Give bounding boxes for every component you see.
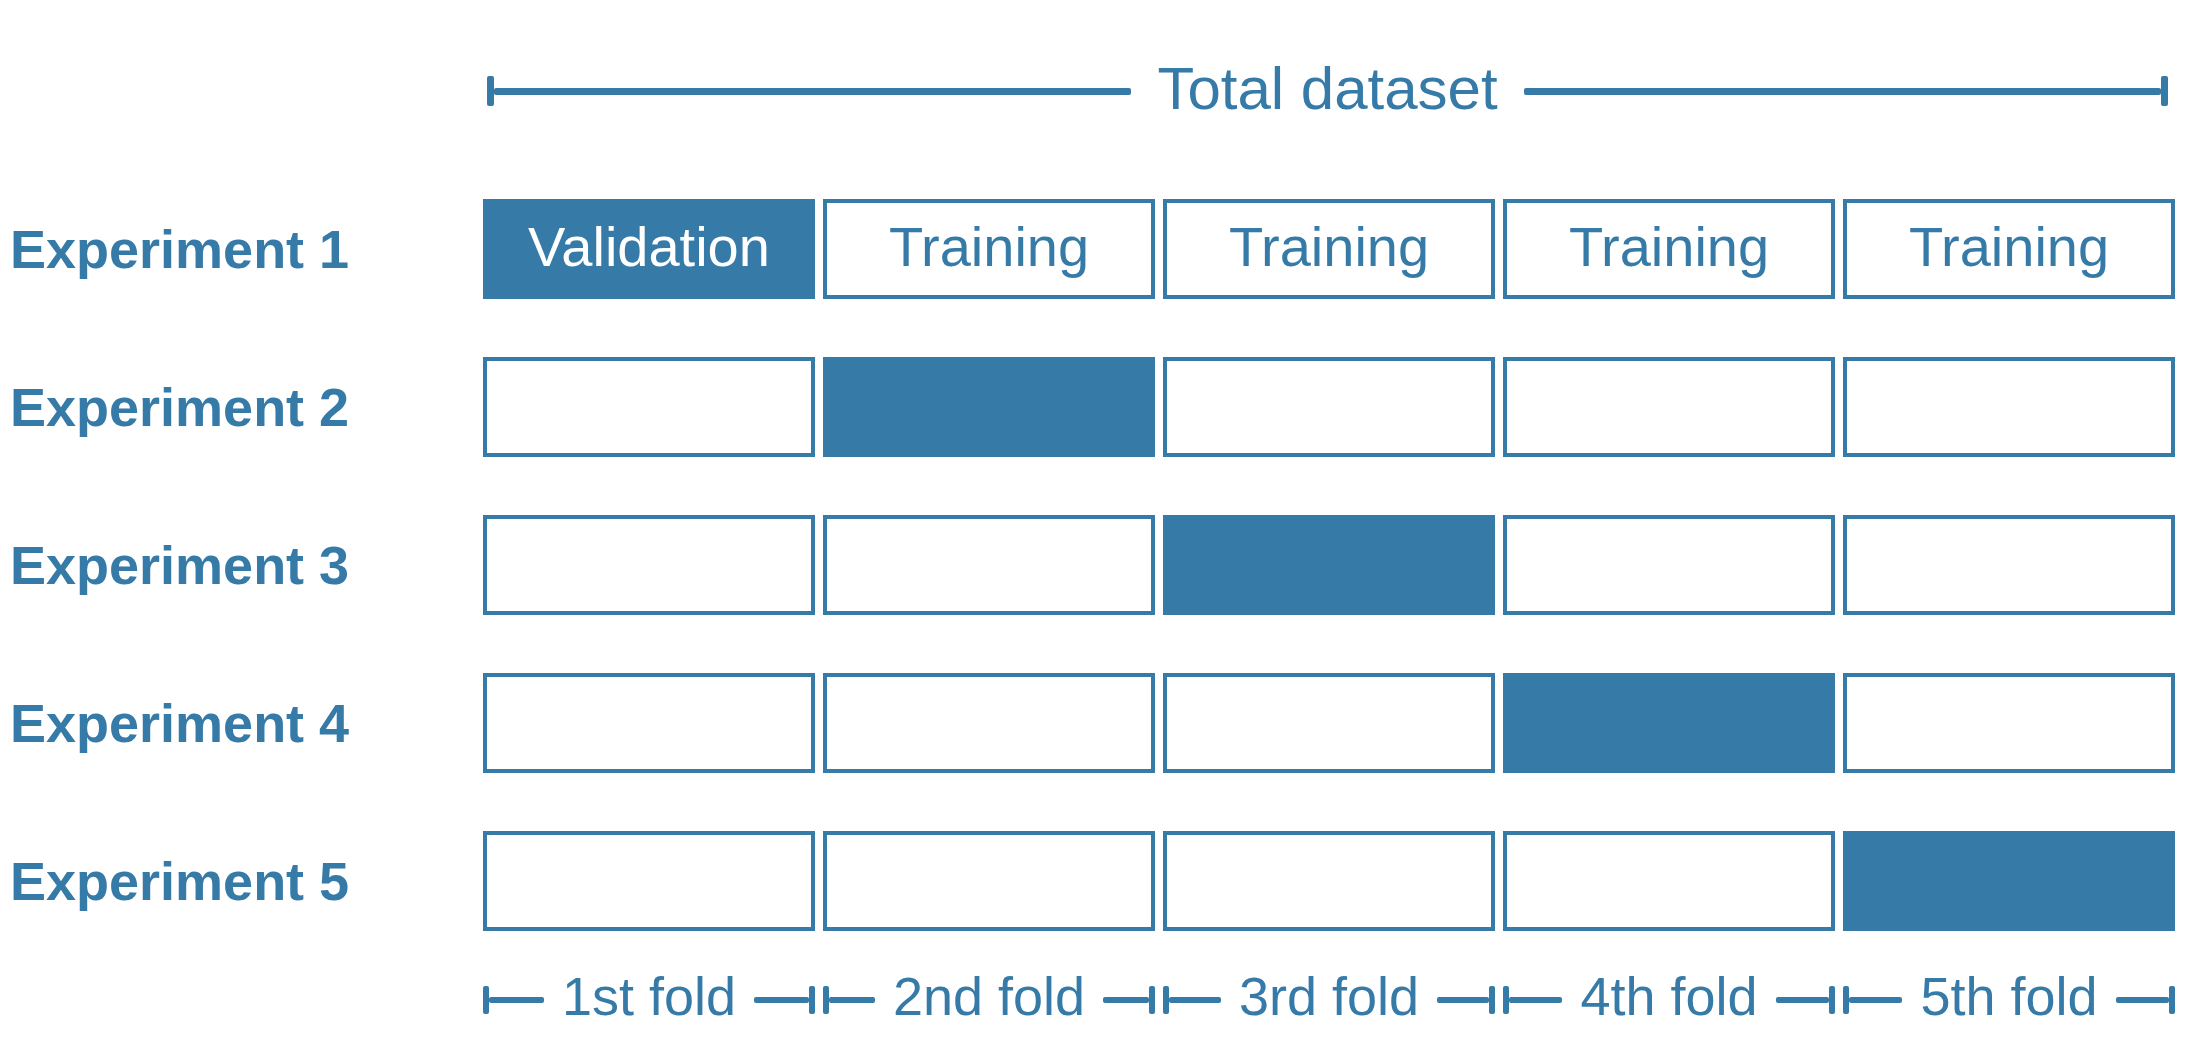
fold-cell: [1163, 673, 1495, 773]
fold-right-line: [1437, 997, 1489, 1003]
cell-label: Validation: [528, 219, 770, 275]
fold-left-line: [489, 997, 544, 1003]
fold-cell: [483, 357, 815, 457]
fold-cell: [483, 831, 815, 931]
fold-cell: [823, 357, 1155, 457]
fold-label: 3rd fold: [1239, 969, 1419, 1023]
bracket-left-tick-icon: [487, 76, 494, 106]
experiment-5-cells: [483, 831, 2175, 931]
experiment-row-1: Experiment 1 Validation Training Trainin…: [0, 199, 2196, 299]
fold-right-line: [2116, 997, 2169, 1003]
experiment-rows: Experiment 1 Validation Training Trainin…: [0, 199, 2196, 989]
cell-label: Training: [1569, 219, 1769, 275]
fold-cell: [483, 515, 815, 615]
experiment-row-4: Experiment 4: [0, 673, 2196, 773]
experiment-5-label: Experiment 5: [10, 831, 349, 931]
fold-cell: [1503, 673, 1835, 773]
kfold-cross-validation-diagram: Total dataset Experiment 1 Validation Tr…: [0, 0, 2196, 1058]
cell-label: Training: [1229, 219, 1429, 275]
fold-cell: [483, 673, 815, 773]
fold-cell: [1843, 515, 2175, 615]
experiment-row-5: Experiment 5: [0, 831, 2196, 931]
experiment-2-cells: [483, 357, 2175, 457]
fold-right-tick-icon: [1149, 986, 1155, 1014]
fold-cell-training: Training: [823, 199, 1155, 299]
fold-cell: [1163, 515, 1495, 615]
fold-cell: [1503, 831, 1835, 931]
fold-label: 2nd fold: [893, 969, 1085, 1023]
fold-segment-2: 2nd fold: [823, 970, 1155, 1030]
experiment-3-label: Experiment 3: [10, 515, 349, 615]
experiment-row-3: Experiment 3: [0, 515, 2196, 615]
fold-label: 4th fold: [1580, 969, 1757, 1023]
fold-segment-3: 3rd fold: [1163, 970, 1495, 1030]
fold-cell: [823, 831, 1155, 931]
fold-cell-training: Training: [1843, 199, 2175, 299]
fold-right-tick-icon: [809, 986, 815, 1014]
fold-cell: [1843, 831, 2175, 931]
experiment-1-cells: Validation Training Training Training Tr…: [483, 199, 2175, 299]
bracket-left-line: [494, 88, 1131, 95]
fold-cell: [1163, 831, 1495, 931]
fold-cell: [823, 673, 1155, 773]
fold-segment-4: 4th fold: [1503, 970, 1835, 1030]
fold-segment-1: 1st fold: [483, 970, 815, 1030]
cell-label: Training: [1909, 219, 2109, 275]
fold-left-line: [1509, 997, 1562, 1003]
experiment-2-label: Experiment 2: [10, 357, 349, 457]
fold-right-line: [1103, 997, 1149, 1003]
fold-cell-validation: Validation: [483, 199, 815, 299]
experiment-1-label: Experiment 1: [10, 199, 349, 299]
fold-cell-training: Training: [1503, 199, 1835, 299]
fold-right-tick-icon: [2169, 986, 2175, 1014]
cell-label: Training: [889, 219, 1089, 275]
fold-segment-5: 5th fold: [1843, 970, 2175, 1030]
fold-axis: 1st fold 2nd fold 3rd fold 4th fold: [483, 970, 2175, 1030]
fold-label: 5th fold: [1920, 969, 2097, 1023]
fold-right-tick-icon: [1829, 986, 1835, 1014]
fold-right-line: [1776, 997, 1829, 1003]
bracket-right-tick-icon: [2161, 76, 2168, 106]
experiment-row-2: Experiment 2: [0, 357, 2196, 457]
bracket-right-line: [1524, 88, 2161, 95]
fold-right-tick-icon: [1489, 986, 1495, 1014]
fold-cell: [1843, 673, 2175, 773]
fold-left-line: [1169, 997, 1221, 1003]
total-dataset-bracket: Total dataset: [487, 76, 2168, 106]
experiment-4-label: Experiment 4: [10, 673, 349, 773]
fold-cell-training: Training: [1163, 199, 1495, 299]
fold-right-line: [754, 997, 809, 1003]
fold-cell: [1503, 515, 1835, 615]
experiment-3-cells: [483, 515, 2175, 615]
experiment-4-cells: [483, 673, 2175, 773]
fold-cell: [823, 515, 1155, 615]
fold-label: 1st fold: [562, 969, 736, 1023]
fold-cell: [1163, 357, 1495, 457]
fold-cell: [1843, 357, 2175, 457]
total-dataset-label: Total dataset: [1157, 59, 1497, 119]
fold-left-line: [829, 997, 875, 1003]
fold-cell: [1503, 357, 1835, 457]
fold-left-line: [1849, 997, 1902, 1003]
